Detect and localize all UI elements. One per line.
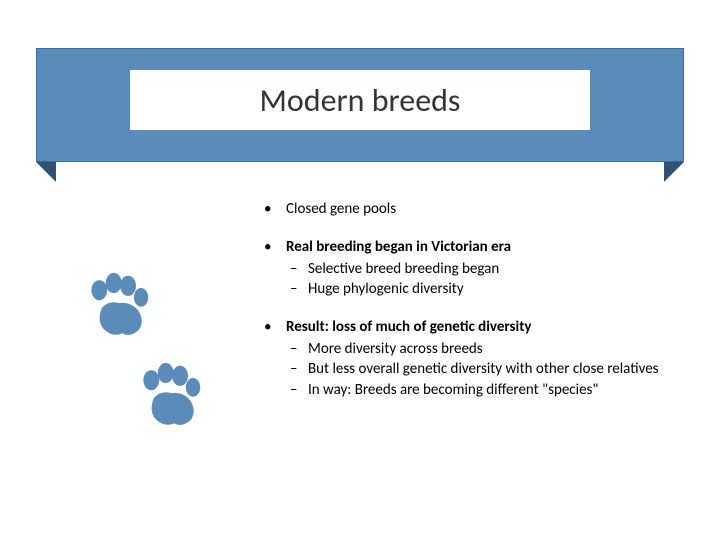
sub-text: In way: Breeds are becoming different "s… bbox=[308, 380, 672, 400]
slide-title: Modern breeds bbox=[260, 81, 461, 120]
paw-icon bbox=[134, 360, 206, 432]
sub-text: More diversity across breeds bbox=[308, 339, 672, 359]
sub-item: –More diversity across breeds bbox=[286, 339, 672, 359]
slide: Modern breeds •Closed gene pools•Real br… bbox=[0, 0, 720, 540]
sub-marker: – bbox=[286, 380, 308, 400]
bullet-list: •Closed gene pools•Real breeding began i… bbox=[260, 200, 672, 400]
sub-text: Huge phylogenic diversity bbox=[308, 279, 672, 299]
bullet-marker: • bbox=[260, 318, 286, 400]
sub-item: –Selective breed breeding began bbox=[286, 259, 672, 279]
bullet-item: •Real breeding began in Victorian era–Se… bbox=[260, 238, 672, 300]
title-box: Modern breeds bbox=[130, 70, 590, 130]
paw-graphic bbox=[82, 270, 232, 470]
bullet-text: Closed gene pools bbox=[286, 200, 672, 220]
paw-icon bbox=[82, 270, 154, 342]
sub-item: –But less overall genetic diversity with… bbox=[286, 359, 672, 379]
sub-marker: – bbox=[286, 279, 308, 299]
sub-list: –Selective breed breeding began–Huge phy… bbox=[286, 259, 672, 300]
bullet-marker: • bbox=[260, 200, 286, 220]
bullet-content: Real breeding began in Victorian era–Sel… bbox=[286, 238, 672, 300]
sub-item: –In way: Breeds are becoming different "… bbox=[286, 380, 672, 400]
bullet-content: Result: loss of much of genetic diversit… bbox=[286, 318, 672, 400]
bullet-item: •Closed gene pools bbox=[260, 200, 672, 220]
banner-notch-left bbox=[36, 162, 56, 182]
sub-marker: – bbox=[286, 339, 308, 359]
banner-notch-right bbox=[664, 162, 684, 182]
bullet-text: Result: loss of much of genetic diversit… bbox=[286, 318, 672, 338]
bullet-content: Closed gene pools bbox=[286, 200, 672, 220]
sub-list: –More diversity across breeds–But less o… bbox=[286, 339, 672, 400]
bullet-item: •Result: loss of much of genetic diversi… bbox=[260, 318, 672, 400]
sub-text: Selective breed breeding began bbox=[308, 259, 672, 279]
sub-marker: – bbox=[286, 259, 308, 279]
sub-item: –Huge phylogenic diversity bbox=[286, 279, 672, 299]
sub-marker: – bbox=[286, 359, 308, 379]
sub-text: But less overall genetic diversity with … bbox=[308, 359, 672, 379]
bullet-text: Real breeding began in Victorian era bbox=[286, 238, 672, 258]
content-area: •Closed gene pools•Real breeding began i… bbox=[260, 200, 672, 418]
bullet-marker: • bbox=[260, 238, 286, 300]
